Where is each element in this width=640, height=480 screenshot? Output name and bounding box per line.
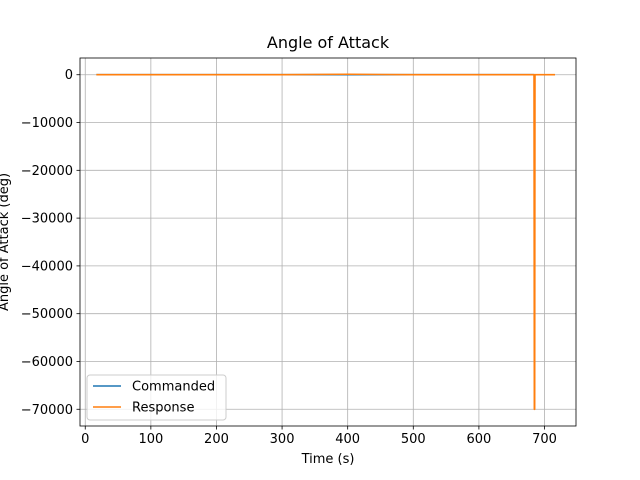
x-axis-title: Time (s) [301, 452, 355, 467]
plot-series [96, 73, 556, 411]
y-tick-label: −40000 [21, 259, 73, 274]
legend-label-commanded: Commanded [132, 380, 215, 395]
x-tick-label: 0 [81, 432, 89, 447]
y-tick-label: −20000 [21, 164, 73, 179]
series-line-response [96, 73, 556, 411]
x-tick-label: 300 [270, 432, 295, 447]
x-tick-label: 100 [138, 432, 163, 447]
x-tick-label: 400 [335, 432, 360, 447]
x-tick-label: 700 [532, 432, 557, 447]
y-axis-title: Angle of Attack (deg) [0, 173, 12, 311]
y-tick-label: −30000 [21, 212, 73, 227]
y-tick-label: −70000 [21, 403, 73, 418]
legend-label-response: Response [132, 401, 194, 416]
y-tick-label: −60000 [21, 355, 73, 370]
x-axis-ticks: 0 100 200 300 400 500 600 700 [81, 426, 557, 447]
plot-frame [79, 57, 577, 427]
y-tick-label: −10000 [21, 116, 73, 131]
legend-box [86, 374, 227, 421]
y-axis-ticks: 0 −10000 −20000 −30000 −40000 −50000 −60000 −70… [21, 68, 80, 418]
x-tick-label: 200 [204, 432, 229, 447]
legend: Commanded Response [86, 374, 227, 421]
x-tick-label: 500 [401, 432, 426, 447]
x-tick-label: 600 [466, 432, 491, 447]
y-tick-label: −50000 [21, 307, 73, 322]
chart-title: Angle of Attack [267, 33, 390, 52]
y-tick-label: 0 [65, 68, 73, 83]
